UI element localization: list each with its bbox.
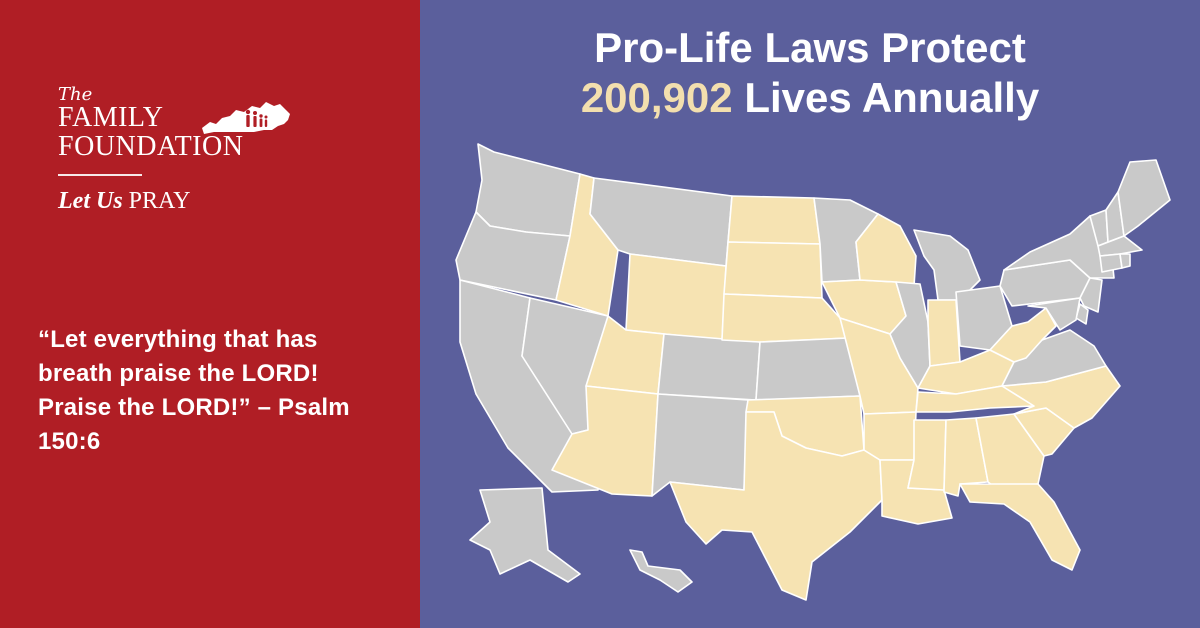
state-nm <box>651 393 749 497</box>
state-ri <box>1119 253 1131 269</box>
state-wy <box>625 253 727 341</box>
state-ks <box>755 337 861 401</box>
us-states-map <box>455 143 1171 601</box>
state-hi <box>629 549 693 593</box>
logo-divider <box>58 174 142 176</box>
headline-line-1: Pro-Life Laws Protect <box>594 24 1026 71</box>
logo-tagline: Let Us PRAY <box>58 188 298 214</box>
state-wv <box>989 307 1057 363</box>
headline-line-2: 200,902 Lives Annually <box>420 74 1200 122</box>
state-ct <box>1099 253 1123 273</box>
left-panel: The FAMILY FOUNDATION Let Us PRAY “Let e… <box>0 0 420 628</box>
state-ms <box>907 419 947 491</box>
state-wi <box>855 213 917 287</box>
headline-line-2-rest: Lives Annually <box>744 74 1040 121</box>
state-nd <box>727 195 821 245</box>
lives-count: 200,902 <box>580 74 733 121</box>
state-ar <box>863 411 917 461</box>
state-ma <box>1097 235 1143 257</box>
state-nj <box>1079 277 1103 313</box>
logo-family: FAMILY <box>58 102 164 133</box>
state-sd <box>723 241 823 299</box>
state-me <box>1117 159 1171 237</box>
state-ne <box>721 293 849 343</box>
logo-tagline-italic: Let Us <box>58 188 123 214</box>
state-in <box>927 299 961 367</box>
state-md <box>1027 297 1081 331</box>
state-ak <box>469 487 581 583</box>
state-fl <box>959 483 1081 571</box>
logo-tagline-regular: PRAY <box>128 188 191 214</box>
logo-the: The <box>58 84 93 105</box>
state-wa <box>475 143 581 237</box>
logo-foundation: FOUNDATION <box>58 131 244 162</box>
state-co <box>657 333 761 401</box>
family-foundation-logo: The FAMILY FOUNDATION Let Us PRAY <box>58 86 298 214</box>
state-va <box>1001 329 1107 387</box>
scripture-quote: “Let everything that has breath praise t… <box>38 326 350 455</box>
kentucky-family-silhouette-icon <box>202 102 290 134</box>
